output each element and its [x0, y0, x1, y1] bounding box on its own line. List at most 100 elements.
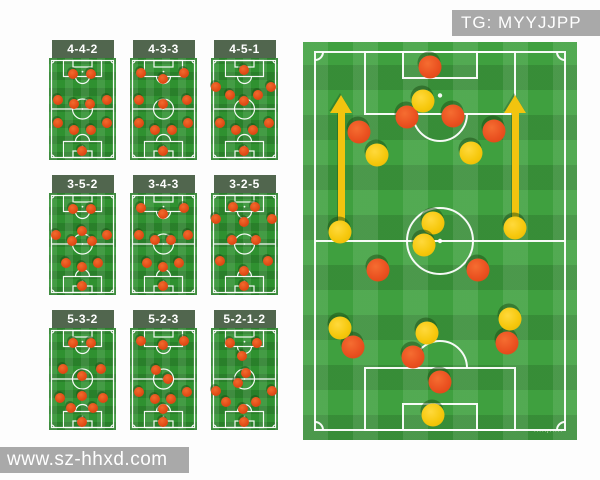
player-dot — [76, 370, 87, 381]
site-watermark-label: www.sz-hhxd.com — [7, 449, 168, 470]
player-dot — [68, 125, 79, 136]
player-dot — [238, 95, 249, 106]
player-dot — [240, 367, 251, 378]
formation-pitch — [210, 193, 278, 295]
player-dot — [86, 125, 97, 136]
player-dot — [76, 280, 87, 291]
orange-player-dot — [395, 105, 419, 129]
player-dot — [66, 402, 77, 413]
player-dot — [136, 336, 147, 347]
formation-label: 5-3-2 — [51, 310, 114, 328]
player-dot — [102, 229, 113, 240]
formation-card-5-2-1-2: 5-2-1-2 — [210, 310, 278, 430]
yellow-player-dot — [411, 89, 435, 113]
player-dot — [157, 98, 168, 109]
player-dot — [68, 204, 79, 215]
player-dot — [238, 265, 249, 276]
player-dot — [136, 203, 147, 214]
player-dot — [252, 338, 263, 349]
player-dot — [133, 118, 144, 129]
player-dot — [52, 94, 63, 105]
player-dot — [238, 280, 249, 291]
yellow-player-dot — [421, 403, 445, 427]
player-dot — [76, 416, 87, 427]
player-dot — [68, 338, 79, 349]
player-dot — [237, 350, 248, 361]
player-dot — [266, 213, 277, 224]
player-dot — [151, 364, 162, 375]
player-dot — [262, 256, 273, 267]
formation-label: 5-2-3 — [132, 310, 195, 328]
player-dot — [157, 280, 168, 291]
main-pitch: ·····/····· — [303, 42, 577, 440]
yellow-player-dot — [365, 143, 389, 167]
player-dot — [167, 125, 178, 136]
player-dot — [210, 386, 221, 397]
orange-player-dot — [341, 335, 365, 359]
formation-label: 3-4-3 — [132, 175, 195, 193]
orange-player-dot — [401, 345, 425, 369]
tg-banner: TG: MYYJJPP — [452, 10, 600, 36]
arrow-shaft — [511, 111, 519, 231]
player-dot — [157, 145, 168, 156]
player-dot — [238, 403, 249, 414]
player-dot — [211, 81, 222, 92]
player-dot — [87, 402, 98, 413]
player-dot — [86, 235, 97, 246]
player-dot — [68, 69, 79, 80]
formation-pitch — [49, 328, 116, 430]
player-dot — [133, 229, 144, 240]
player-dot — [250, 234, 261, 245]
player-dot — [173, 258, 184, 269]
orange-player-dot — [441, 104, 465, 128]
yellow-player-dot — [421, 211, 445, 235]
player-dot — [76, 262, 87, 273]
tg-banner-label: TG: MYYJJPP — [461, 13, 582, 32]
orange-player-dot — [482, 119, 506, 143]
player-dot — [76, 225, 87, 236]
orange-player-dot — [347, 120, 371, 144]
player-dot — [133, 387, 144, 398]
orange-player-dot — [466, 258, 490, 282]
orange-player-dot — [428, 370, 452, 394]
formation-pitch — [130, 58, 197, 160]
formation-card-3-5-2: 3-5-2 — [49, 175, 116, 295]
player-dot — [92, 258, 103, 269]
player-dot — [181, 387, 192, 398]
player-dot — [162, 374, 173, 384]
formation-card-3-2-5: 3-2-5 — [210, 175, 278, 295]
player-dot — [252, 89, 263, 100]
yellow-player-dot — [412, 233, 436, 257]
player-dot — [55, 393, 66, 404]
site-watermark-banner: www.sz-hhxd.com — [0, 447, 189, 473]
formation-card-4-4-2: 4-4-2 — [49, 40, 116, 160]
formation-label: 3-2-5 — [213, 175, 276, 193]
player-dot — [58, 363, 69, 374]
yellow-player-dot — [328, 316, 352, 340]
player-dot — [238, 416, 249, 427]
player-dot — [84, 98, 95, 109]
player-dot — [133, 94, 144, 105]
formation-label: 5-2-1-2 — [213, 310, 276, 328]
arrow-head-icon — [504, 95, 526, 113]
arrow-shaft — [337, 111, 345, 231]
player-dot — [157, 340, 168, 351]
player-dot — [157, 209, 168, 220]
player-dot — [136, 68, 147, 79]
player-dot — [214, 118, 225, 129]
player-dot — [221, 397, 232, 408]
player-dot — [66, 235, 77, 246]
player-dot — [248, 125, 259, 136]
player-dot — [95, 363, 106, 374]
orange-player-dot — [418, 55, 442, 79]
formation-pitch — [210, 328, 278, 430]
player-dot — [266, 81, 277, 92]
player-dot — [250, 397, 261, 408]
pitch-corner-watermark: ·····/····· — [533, 429, 563, 435]
player-dot — [149, 234, 160, 245]
formation-label: 4-5-1 — [213, 40, 276, 58]
formation-label: 3-5-2 — [51, 175, 114, 193]
player-dot — [183, 229, 194, 240]
player-dot — [266, 386, 277, 397]
